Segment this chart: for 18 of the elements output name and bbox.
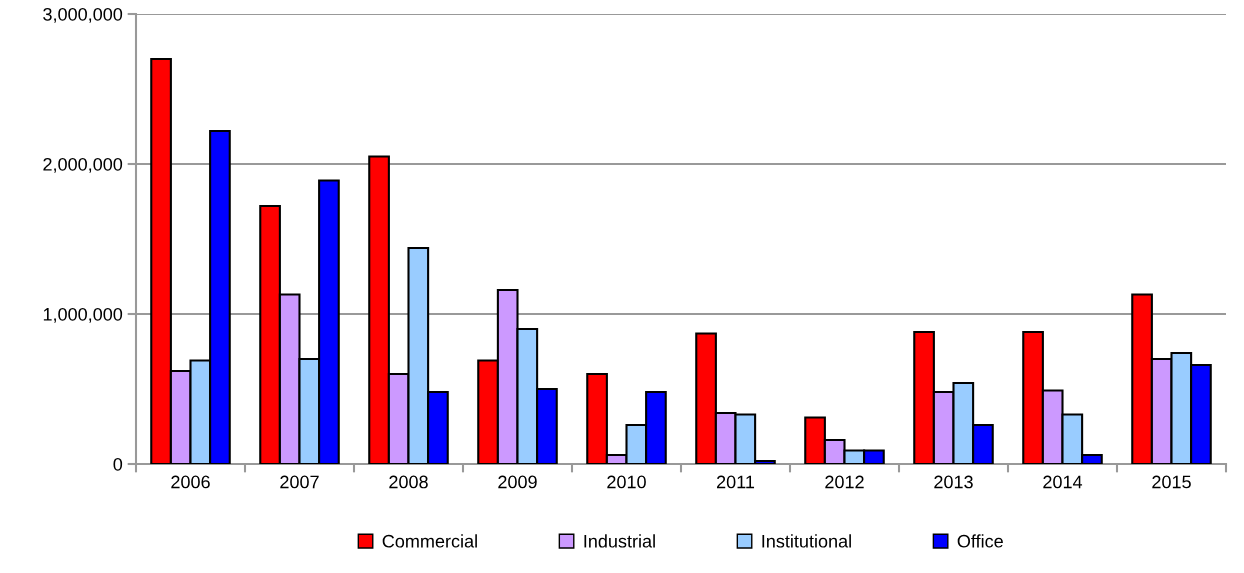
y-tick-label: 2,000,000	[43, 157, 123, 173]
x-tick-label: 2006	[171, 475, 210, 489]
x-tick-label: 2014	[1043, 475, 1083, 489]
y-tick-label: 3,000,000	[43, 7, 123, 23]
y-tick-label: 1,000,000	[43, 307, 123, 323]
legend-label: Commercial	[382, 534, 477, 548]
legend-label: Office	[957, 534, 1003, 548]
x-tick-label: 2010	[607, 475, 646, 489]
y-tick-label: 0	[113, 457, 123, 471]
x-tick-label: 2012	[825, 475, 864, 489]
x-tick-label: 2013	[934, 475, 973, 489]
x-tick-label: 2008	[389, 475, 428, 489]
legend-label: Institutional	[762, 534, 851, 548]
x-tick-label: 2011	[716, 475, 755, 489]
x-tick-label: 2007	[280, 475, 319, 489]
legend-label: Industrial	[584, 534, 655, 548]
x-tick-label: 2009	[498, 475, 537, 489]
x-tick-label: 2015	[1152, 475, 1191, 489]
